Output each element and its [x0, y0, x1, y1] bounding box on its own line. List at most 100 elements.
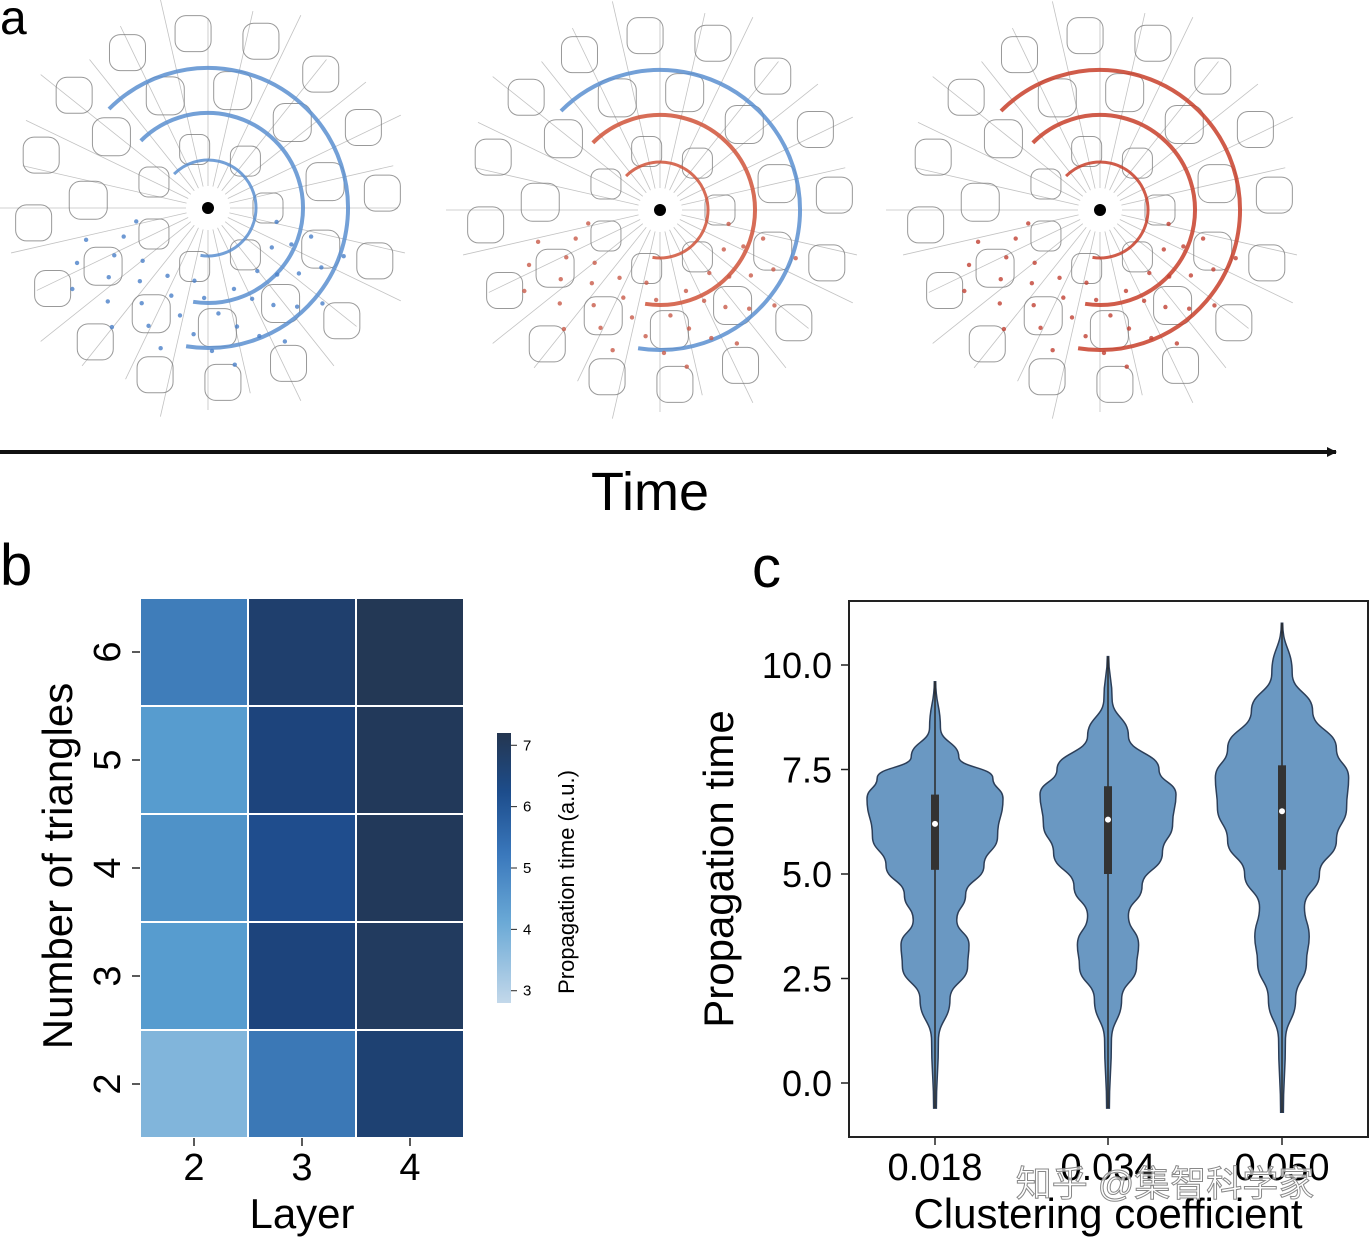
violin-x-tick-label: 0.018 — [887, 1147, 982, 1189]
propagation-arc — [139, 111, 305, 305]
network-edge — [89, 59, 195, 192]
network-cell — [179, 134, 211, 166]
network-cell — [344, 108, 382, 146]
colorbar-tick-label: 3 — [523, 983, 531, 1000]
signal-dot — [558, 277, 563, 282]
violin-y-tick-label: 7.5 — [782, 750, 832, 791]
signal-dot — [1200, 236, 1206, 241]
network-cell — [83, 246, 123, 286]
signal-dot — [1141, 298, 1147, 304]
network-edge — [212, 10, 254, 187]
network-cell — [665, 73, 705, 113]
network-cell — [656, 365, 694, 403]
signal-dot — [255, 268, 260, 274]
signal-dot — [621, 295, 626, 300]
network-edge — [1113, 61, 1219, 194]
signal-dot — [709, 335, 714, 341]
violin-median-dot — [1279, 808, 1285, 815]
signal-dot — [734, 341, 740, 346]
network-edge — [541, 61, 647, 194]
network-edge — [10, 212, 187, 254]
signal-dot — [522, 288, 527, 294]
violin-iqr-box — [931, 794, 939, 870]
network-edge — [224, 81, 367, 195]
network-cell — [947, 78, 985, 116]
signal-dot — [216, 311, 221, 316]
network-cell — [590, 168, 622, 200]
network-edge — [1104, 231, 1143, 396]
signal-dot — [109, 324, 115, 330]
network-edge — [611, 231, 656, 419]
signal-dot — [320, 301, 325, 306]
colorbar-tick-label: 7 — [523, 737, 531, 754]
signal-dot — [112, 253, 117, 258]
heatmap-cell — [139, 813, 249, 923]
signal-dot — [746, 306, 752, 311]
network-cell — [467, 206, 505, 244]
network-edge — [36, 217, 189, 291]
signal-dot — [684, 364, 689, 369]
heatmap-cell — [139, 705, 249, 815]
network-cell — [1030, 220, 1062, 252]
signal-dot — [158, 346, 163, 351]
signal-dot — [610, 348, 615, 353]
signal-dot — [121, 234, 126, 239]
network-edge — [664, 12, 706, 189]
network-edge — [917, 121, 1081, 201]
network-cell — [694, 24, 732, 62]
network-cell — [270, 344, 308, 382]
violin-median-dot — [1105, 816, 1111, 823]
network-cell — [1236, 110, 1274, 148]
violin-y-axis-label: Propagation time — [695, 710, 742, 1028]
signal-dot — [269, 245, 275, 250]
signal-dot — [257, 333, 262, 339]
network-edge — [119, 25, 199, 189]
network-cell — [76, 323, 114, 361]
network-cell — [528, 325, 566, 363]
signal-dot — [683, 288, 689, 294]
signal-dot — [191, 331, 196, 337]
heatmap-y-tick-label: 4 — [87, 857, 129, 878]
signal-dot — [296, 271, 302, 276]
network-edge — [22, 165, 187, 204]
violin-iqr-box — [1104, 786, 1112, 874]
heatmap-x-axis-label: Layer — [249, 1190, 354, 1237]
network-cell — [1028, 358, 1066, 396]
source-node — [202, 202, 214, 214]
signal-dot — [209, 348, 215, 354]
network-edge — [492, 76, 644, 197]
signal-dot — [721, 247, 727, 252]
signal-dot — [564, 255, 569, 260]
source-node — [1094, 204, 1106, 216]
signal-dot — [586, 221, 591, 226]
network-cell — [1066, 17, 1104, 55]
signal-dot — [573, 236, 578, 241]
panel-b-heatmap: 2 3 4 6 5 4 3 2 Layer Number of triangles — [34, 597, 465, 1237]
signal-dot — [591, 302, 596, 308]
watermark-text: 知乎 @集智科学家 — [1016, 1163, 1315, 1204]
network-cell — [583, 296, 623, 336]
network-cell — [174, 15, 212, 53]
network-cell — [302, 55, 340, 93]
network-cell — [474, 138, 512, 176]
signal-dot — [1057, 275, 1062, 281]
signal-dot — [1050, 348, 1055, 353]
signal-dot — [1038, 325, 1043, 331]
network-cell — [724, 105, 764, 145]
signal-dot — [234, 324, 240, 329]
violin-y-tick-label: 2.5 — [782, 959, 832, 1000]
network-edge — [81, 224, 195, 367]
signal-dot — [1161, 247, 1167, 252]
network-edge — [1121, 167, 1286, 206]
signal-dot — [1188, 273, 1194, 278]
network-edge — [1011, 27, 1091, 191]
violin-median-dot — [932, 820, 938, 827]
signal-dot — [1031, 302, 1036, 308]
signal-dot — [1026, 221, 1031, 226]
signal-dot — [231, 286, 237, 292]
violin-x-tick-label: 0.034 — [1060, 1147, 1155, 1189]
network-edge — [492, 223, 644, 344]
propagation-arc — [173, 158, 258, 258]
heatmap-cell — [247, 813, 357, 923]
network-cell — [535, 248, 575, 288]
